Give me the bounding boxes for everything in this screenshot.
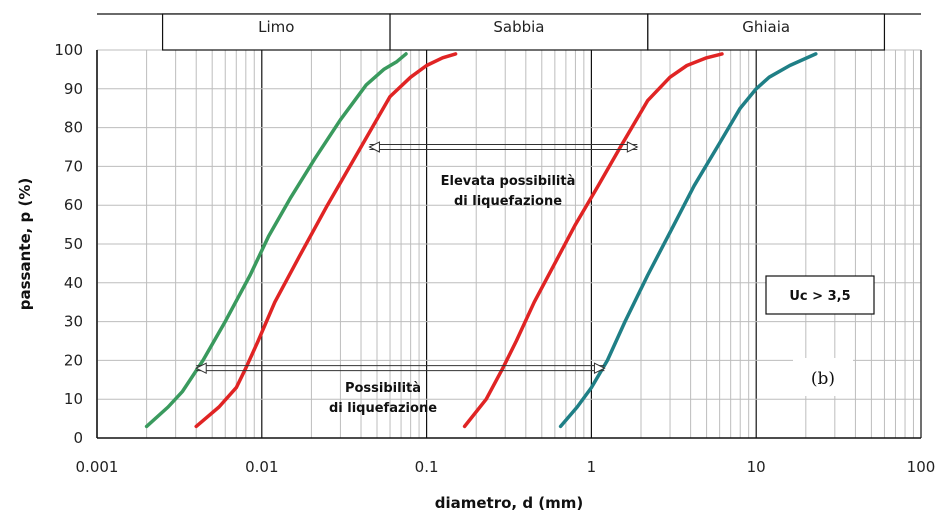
series-line-1 (144, 52, 408, 429)
x-tick-label: 0.001 (76, 458, 119, 476)
soil-band-label: Sabbia (493, 18, 544, 36)
soil-band-label: Ghiaia (742, 18, 790, 36)
panel-label: (b) (811, 369, 835, 389)
panel-label-bg (793, 358, 853, 396)
upper-arrow-label-line1: Elevata possibilità (441, 174, 576, 189)
y-tick-label: 90 (64, 80, 83, 98)
soil-band-label: Limo (258, 18, 294, 36)
y-tick-label: 100 (54, 41, 83, 59)
y-tick-label: 30 (64, 313, 83, 331)
y-tick-label: 0 (73, 429, 83, 447)
lower-arrow-label-line1: Possibilità (345, 381, 421, 396)
y-tick-label: 50 (64, 235, 83, 253)
y-tick-label: 60 (64, 196, 83, 214)
soil-band-box (647, 13, 886, 51)
x-tick-label: 0.01 (245, 458, 278, 476)
x-tick-label: 100 (907, 458, 936, 476)
x-tick-label: 1 (587, 458, 597, 476)
lower-arrow-label-line2: di liquefazione (329, 401, 437, 416)
series-line-2 (194, 52, 458, 429)
uc-box-label: Uc > 3,5 (789, 289, 850, 304)
x-axis-title: diametro, d (mm) (435, 494, 584, 512)
y-tick-label: 40 (64, 274, 83, 292)
uc-box (765, 275, 875, 315)
soil-band-box (161, 13, 391, 51)
x-tick-label: 10 (747, 458, 766, 476)
y-tick-label: 80 (64, 119, 83, 137)
y-tick-label: 70 (64, 157, 83, 175)
y-axis-title: passante, p (%) (16, 178, 34, 310)
upper-arrow-label-line2: di liquefazione (454, 194, 562, 209)
series-line-4 (558, 52, 818, 429)
x-tick-label: 0.1 (415, 458, 439, 476)
y-tick-label: 10 (64, 390, 83, 408)
y-tick-label: 20 (64, 351, 83, 369)
